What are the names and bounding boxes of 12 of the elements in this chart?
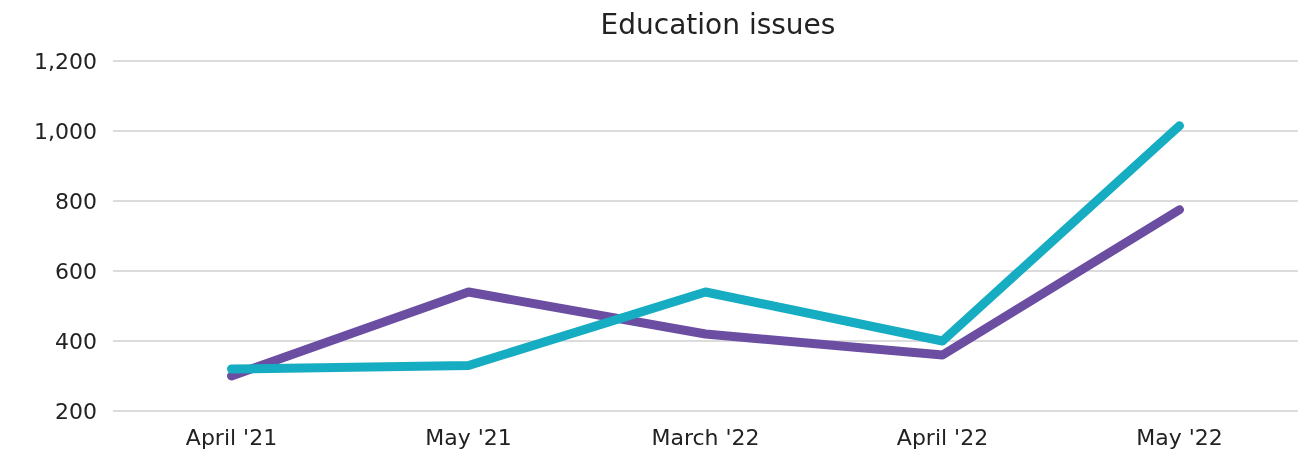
y-tick-label: 400 [55, 328, 97, 354]
x-tick-label: May '22 [1136, 424, 1223, 450]
x-tick-label: May '21 [425, 424, 512, 450]
y-tick-label: 600 [55, 258, 97, 284]
y-tick-label: 1,200 [34, 48, 97, 74]
x-tick-label: March '22 [651, 424, 760, 450]
y-tick-label: 200 [55, 398, 97, 424]
x-tick-label: April '21 [185, 424, 278, 450]
x-tick-label: April '22 [896, 424, 989, 450]
chart-title: Education issues [599, 8, 837, 41]
y-tick-label: 1,000 [34, 118, 97, 144]
y-tick-label: 800 [55, 188, 97, 214]
